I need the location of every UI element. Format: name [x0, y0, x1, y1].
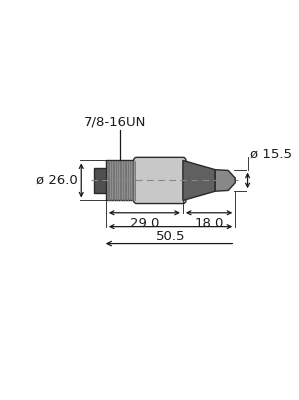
FancyBboxPatch shape [134, 157, 186, 204]
Text: 7/8-16UN: 7/8-16UN [84, 115, 146, 128]
Text: 50.5: 50.5 [156, 230, 185, 244]
Text: ø 15.5: ø 15.5 [250, 148, 292, 161]
Bar [94, 168, 107, 193]
Text: 18.0: 18.0 [194, 217, 224, 230]
Text: 29.0: 29.0 [130, 217, 159, 230]
Text: ø 26.0: ø 26.0 [36, 174, 78, 187]
Polygon shape [183, 160, 215, 200]
Bar [106, 160, 137, 200]
Polygon shape [215, 170, 235, 191]
